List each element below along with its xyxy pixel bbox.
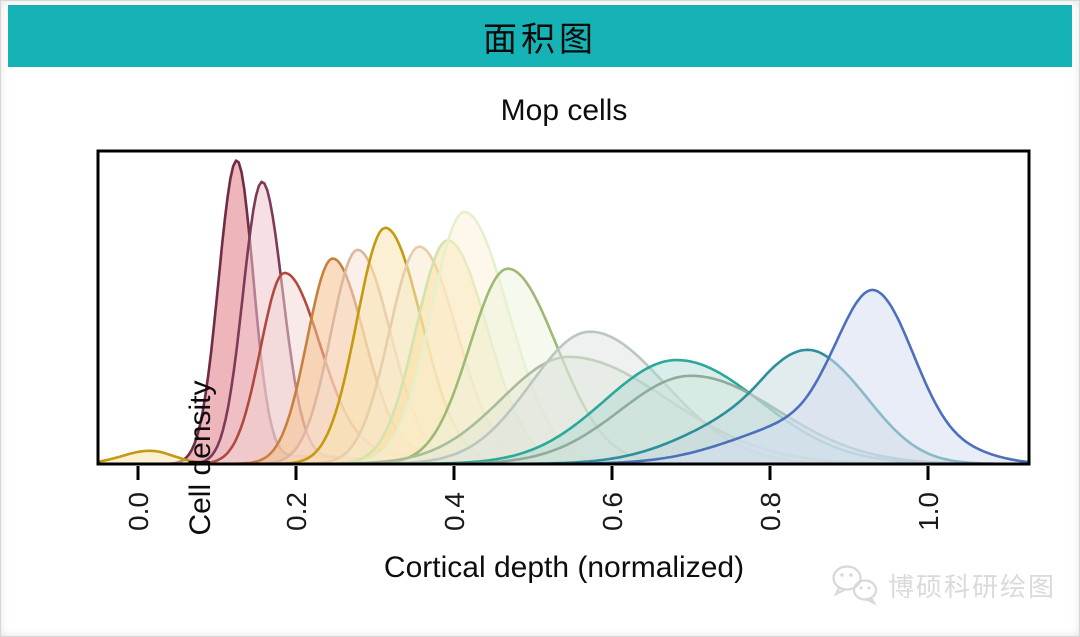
x-axis-title: Cortical depth (normalized) [383, 551, 745, 584]
x-tick-label: 0.4 [439, 492, 470, 531]
plot-frame [96, 149, 1031, 466]
x-tick-label: 0.6 [597, 492, 628, 531]
wechat-icon [832, 565, 878, 606]
header-bar: 面积图 [8, 5, 1072, 67]
x-tick-label: 0.0 [123, 492, 154, 531]
watermark: 博硕科研绘图 [830, 563, 1056, 607]
chart-title: Mop cells [500, 94, 628, 127]
watermark-text: 博硕科研绘图 [888, 572, 1057, 603]
x-tick-label: 0.2 [281, 492, 312, 531]
header-title: 面积图 [483, 19, 597, 60]
density-curve-steel-blue [562, 288, 1028, 463]
x-tick-label: 1.0 [913, 492, 944, 531]
density-curves [99, 159, 1028, 463]
x-axis-ticks: 0.0 0.2 0.4 0.6 0.8 1.0 [123, 466, 944, 531]
x-tick-label: 0.8 [755, 492, 786, 531]
